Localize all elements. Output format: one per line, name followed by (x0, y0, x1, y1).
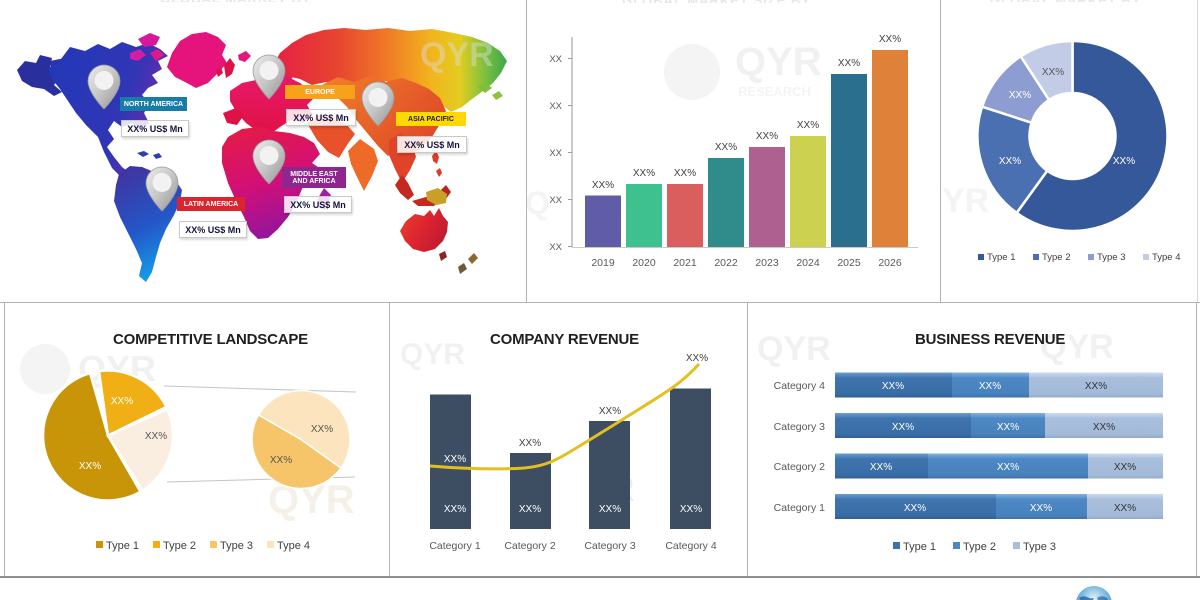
svg-text:XX%: XX% (997, 462, 1019, 473)
svg-text:Type 2: Type 2 (963, 541, 996, 553)
svg-text:XX%: XX% (756, 131, 778, 142)
svg-text:Category 4: Category 4 (774, 380, 826, 392)
svg-text:XX%: XX% (79, 461, 101, 472)
svg-text:Category 3: Category 3 (774, 421, 826, 433)
svg-text:XX%: XX% (1085, 381, 1107, 392)
svg-text:XX: XX (549, 101, 562, 112)
svg-text:2026: 2026 (878, 257, 902, 269)
svg-text:2019: 2019 (591, 257, 615, 269)
svg-text:XX%: XX% (999, 156, 1021, 167)
svg-text:Type 1: Type 1 (903, 541, 936, 553)
svg-text:Type 4: Type 4 (1152, 252, 1181, 263)
svg-text:XX%: XX% (599, 406, 621, 417)
svg-text:XX%: XX% (1114, 462, 1136, 473)
svg-text:Type 3: Type 3 (1097, 252, 1126, 263)
svg-text:XX%: XX% (997, 422, 1019, 433)
svg-text:XX%: XX% (904, 503, 926, 514)
svg-text:XX%: XX% (892, 422, 914, 433)
svg-text:XX%: XX% (311, 424, 333, 435)
svg-text:Type 2: Type 2 (163, 540, 196, 552)
svg-text:XX%: XX% (686, 353, 708, 364)
svg-text:XX%: XX% (797, 120, 819, 131)
svg-text:XX%: XX% (633, 168, 655, 179)
svg-text:XX%: XX% (879, 34, 901, 45)
svg-text:XX%: XX% (592, 180, 614, 191)
svg-text:XX%: XX% (519, 438, 541, 449)
svg-text:2025: 2025 (837, 257, 861, 269)
svg-text:Category 4: Category 4 (665, 540, 717, 552)
svg-text:Category 3: Category 3 (584, 540, 636, 552)
svg-text:XX%: XX% (1093, 422, 1115, 433)
svg-text:XX%: XX% (1113, 156, 1135, 167)
svg-text:XX%: XX% (599, 504, 621, 515)
svg-text:Category 2: Category 2 (774, 461, 826, 473)
svg-text:2023: 2023 (755, 257, 779, 269)
svg-text:XX%: XX% (1042, 67, 1064, 78)
svg-text:XX%: XX% (1009, 90, 1031, 101)
svg-text:Category 2: Category 2 (504, 540, 556, 552)
svg-text:2020: 2020 (632, 257, 656, 269)
svg-text:Category 1: Category 1 (774, 502, 826, 514)
svg-text:XX: XX (549, 242, 562, 253)
svg-text:XX%: XX% (979, 381, 1001, 392)
svg-text:2021: 2021 (673, 257, 697, 269)
svg-text:XX: XX (549, 54, 562, 65)
svg-text:Category 1: Category 1 (429, 540, 481, 552)
svg-text:Type 1: Type 1 (106, 540, 139, 552)
svg-text:XX%: XX% (519, 504, 541, 515)
svg-text:XX%: XX% (680, 504, 702, 515)
svg-text:XX%: XX% (882, 381, 904, 392)
svg-text:XX%: XX% (145, 431, 167, 442)
svg-text:XX%: XX% (870, 462, 892, 473)
svg-text:XX%: XX% (444, 454, 466, 465)
svg-text:Type 3: Type 3 (1023, 541, 1056, 553)
svg-text:Type 1: Type 1 (987, 252, 1016, 263)
svg-text:XX%: XX% (444, 504, 466, 515)
svg-text:XX%: XX% (270, 455, 292, 466)
svg-text:XX%: XX% (674, 168, 696, 179)
svg-text:XX%: XX% (838, 58, 860, 69)
svg-text:XX%: XX% (1114, 503, 1136, 514)
svg-text:2024: 2024 (796, 257, 820, 269)
svg-text:XX%: XX% (111, 396, 133, 407)
svg-text:XX%: XX% (1030, 503, 1052, 514)
svg-text:2022: 2022 (714, 257, 738, 269)
svg-text:XX: XX (549, 148, 562, 159)
svg-text:Type 2: Type 2 (1042, 252, 1071, 263)
svg-text:XX: XX (549, 195, 562, 206)
svg-text:XX%: XX% (715, 142, 737, 153)
svg-text:Type 3: Type 3 (220, 540, 253, 552)
svg-text:Type 4: Type 4 (277, 540, 310, 552)
